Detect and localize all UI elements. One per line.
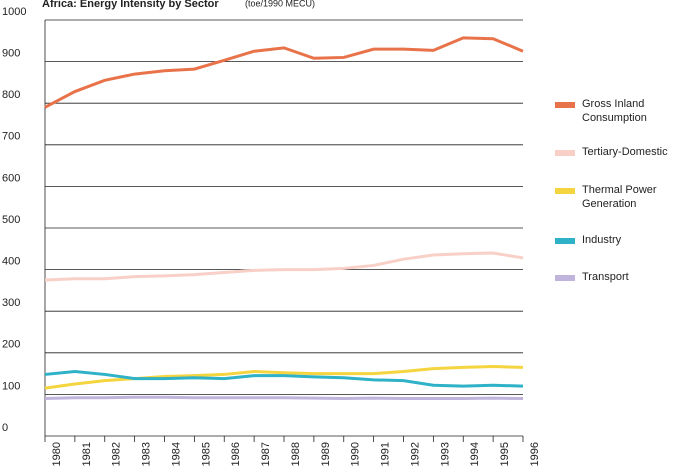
y-tick-label: 1000 xyxy=(2,6,26,18)
legend-item: Thermal Power Generation xyxy=(555,183,682,211)
legend-label: Transport xyxy=(582,271,629,283)
legend-swatch xyxy=(555,188,575,194)
series-line xyxy=(44,365,524,390)
x-tick-label: 1985 xyxy=(200,442,212,466)
legend-swatch xyxy=(555,275,575,281)
x-tick-label: 1983 xyxy=(141,442,153,466)
x-tick-label: 1995 xyxy=(499,442,511,466)
y-tick-label: 700 xyxy=(2,131,20,143)
y-tick-label: 0 xyxy=(2,422,8,434)
y-tick-label: 800 xyxy=(2,89,20,101)
series-line xyxy=(44,370,524,388)
series-line xyxy=(44,395,524,401)
legend-swatch xyxy=(555,150,575,156)
x-tick-label: 1982 xyxy=(111,442,123,466)
x-tick-label: 1996 xyxy=(529,442,541,466)
x-tick-label: 1989 xyxy=(320,442,332,466)
x-tick-label: 1993 xyxy=(439,442,451,466)
y-tick-label: 500 xyxy=(2,214,20,226)
y-tick-label: 400 xyxy=(2,256,20,268)
x-tick-label: 1988 xyxy=(290,442,302,466)
x-tick-label: 1986 xyxy=(230,442,242,466)
legend-item: Transport xyxy=(555,270,682,284)
x-tick-label: 1991 xyxy=(380,442,392,466)
x-tick-label: 1990 xyxy=(350,442,362,466)
x-tick-label: 1987 xyxy=(260,442,272,466)
legend-swatch xyxy=(555,102,575,108)
x-tick-label: 1992 xyxy=(409,442,421,466)
x-tick-label: 1984 xyxy=(170,442,182,466)
chart-subtitle: (toe/1990 MECU) xyxy=(245,0,315,8)
legend-label: Industry xyxy=(582,234,622,246)
legend-label: Thermal Power Generation xyxy=(582,184,657,210)
series-line xyxy=(44,36,524,109)
y-tick-label: 100 xyxy=(2,380,20,392)
y-tick-label: 200 xyxy=(2,339,20,351)
legend-swatch xyxy=(555,238,575,244)
series-line xyxy=(44,251,524,282)
legend-item: Gross Inland Consumption xyxy=(555,97,682,125)
y-tick-label: 600 xyxy=(2,172,20,184)
y-tick-label: 900 xyxy=(2,48,20,60)
x-tick-label: 1980 xyxy=(51,442,63,466)
legend-label: Gross Inland Consumption xyxy=(582,98,647,124)
y-tick-label: 300 xyxy=(2,297,20,309)
x-tick-label: 1994 xyxy=(469,442,481,466)
legend-label: Tertiary-Domestic xyxy=(582,146,668,158)
legend-item: Tertiary-Domestic xyxy=(555,145,682,159)
x-tick-label: 1981 xyxy=(81,442,93,466)
legend-item: Industry xyxy=(555,233,682,247)
chart-title: Africa: Energy Intensity by Sector xyxy=(42,0,219,10)
